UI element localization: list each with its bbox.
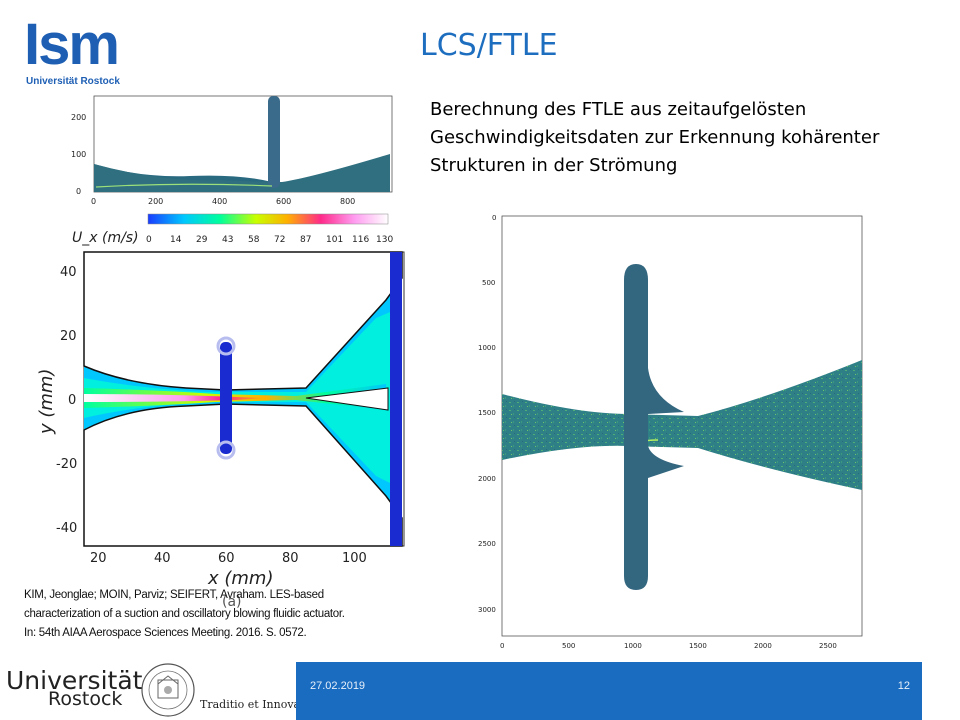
ftle-x-tick: 500 xyxy=(562,642,575,650)
slide-description: Berechnung des FTLE aus zeitaufgelösten … xyxy=(430,99,880,176)
university-motto: Traditio et Innovatio xyxy=(200,698,315,711)
top-x-tick: 200 xyxy=(148,197,163,206)
top-x-tick: 600 xyxy=(276,197,291,206)
page-number: 12 xyxy=(897,680,910,692)
vel-x-tick: 20 xyxy=(90,551,107,566)
footer-bar: 27.02.2019 12 xyxy=(296,662,922,720)
top-flow-figure: 0 100 200 0 200 400 600 800 xyxy=(71,95,393,206)
university-seal-icon xyxy=(141,663,195,717)
colorbar-tick: 101 xyxy=(326,235,343,245)
vel-y-tick: 20 xyxy=(60,329,77,344)
colorbar-label: U_x (m/s) xyxy=(72,230,139,246)
ftle-plot: 0 500 1000 1500 2000 2500 3000 0 500 100… xyxy=(478,214,863,650)
ftle-y-tick: 1500 xyxy=(478,409,496,417)
top-x-tick: 800 xyxy=(340,197,355,206)
colorbar-tick: 43 xyxy=(222,235,233,245)
vel-x-tick: 40 xyxy=(154,551,171,566)
footer-date: 27.02.2019 xyxy=(310,680,366,692)
vel-y-tick: 40 xyxy=(60,265,77,280)
ism-logo-subtitle: Universität Rostock xyxy=(26,76,120,87)
vel-ylabel: y (mm) xyxy=(36,369,57,436)
ftle-y-tick: 1000 xyxy=(478,344,496,352)
top-y-tick: 0 xyxy=(76,187,81,196)
colorbar-tick: 72 xyxy=(274,235,285,245)
ftle-y-tick: 2000 xyxy=(478,475,496,483)
ism-logo-text: Ism xyxy=(24,12,120,77)
top-x-tick: 0 xyxy=(91,197,96,206)
vel-panel-label: (a) xyxy=(222,594,242,610)
ftle-x-tick: 1000 xyxy=(624,642,642,650)
ftle-y-tick: 500 xyxy=(482,279,495,287)
vel-x-tick: 100 xyxy=(342,551,367,566)
vel-x-tick: 60 xyxy=(218,551,235,566)
colorbar-tick: 0 xyxy=(146,235,152,245)
top-y-tick: 200 xyxy=(71,113,86,122)
vel-y-tick: 0 xyxy=(68,393,76,408)
ftle-x-tick: 2000 xyxy=(754,642,772,650)
vel-x-tick: 80 xyxy=(282,551,299,566)
colorbar-tick: 58 xyxy=(248,235,260,245)
university-name-line2: Rostock xyxy=(48,688,123,710)
colorbar-tick: 130 xyxy=(376,235,393,245)
slide-title: LCS/FTLE xyxy=(420,28,558,63)
colorbar-tick: 29 xyxy=(196,235,208,245)
velocity-colorbar: U_x (m/s) 0 14 29 43 58 72 87 101 116 13… xyxy=(72,213,393,246)
ftle-x-tick: 2500 xyxy=(819,642,837,650)
university-name-line1: Universität xyxy=(6,666,143,695)
vel-y-tick: -20 xyxy=(56,457,77,472)
ftle-y-tick: 0 xyxy=(492,214,496,222)
citation-text: KIM, Jeonglae; MOIN, Parviz; SEIFERT, Av… xyxy=(24,589,345,639)
vel-xlabel: x (mm) xyxy=(207,568,274,589)
ftle-x-tick: 1500 xyxy=(689,642,707,650)
colorbar-tick: 14 xyxy=(170,235,182,245)
ftle-y-tick: 3000 xyxy=(478,606,496,614)
top-y-tick: 100 xyxy=(71,150,86,159)
colorbar-tick: 87 xyxy=(300,235,311,245)
ftle-y-tick: 2500 xyxy=(478,540,496,548)
vel-y-tick: -40 xyxy=(56,521,77,536)
velocity-contour-plot: 40 20 0 -20 -40 20 40 60 80 100 y (mm) x… xyxy=(36,251,405,610)
top-x-tick: 400 xyxy=(212,197,227,206)
colorbar-tick: 116 xyxy=(352,235,369,245)
ftle-x-tick: 0 xyxy=(500,642,504,650)
